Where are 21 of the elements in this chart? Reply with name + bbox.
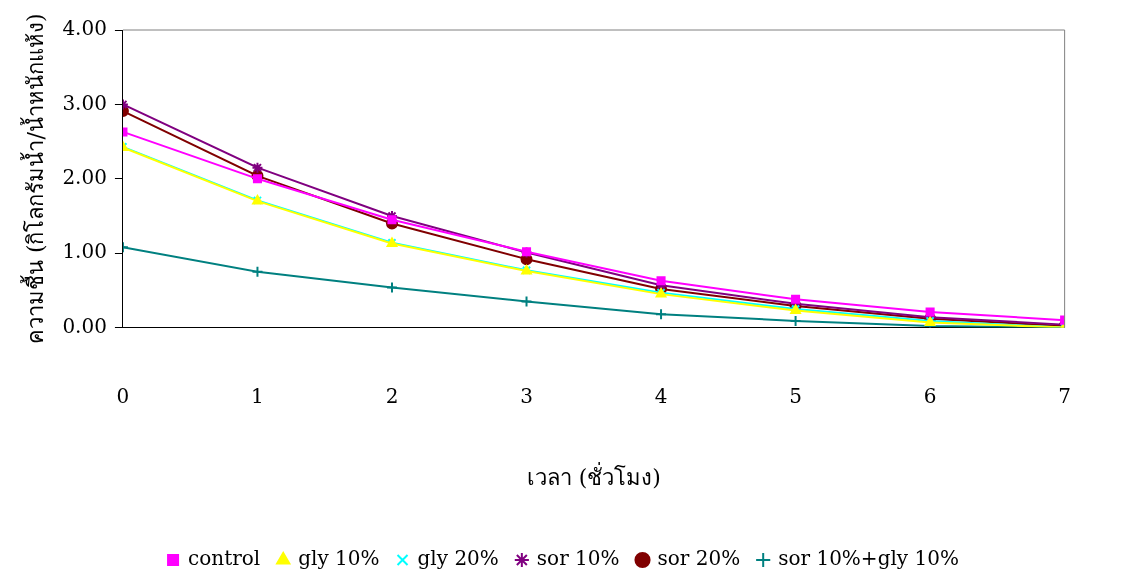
- x-tick-label: 3: [520, 383, 533, 408]
- legend-label: control: [188, 546, 261, 571]
- x-tick-label: 1: [251, 383, 264, 408]
- x-tick-label: 5: [789, 383, 802, 408]
- y-tick-label: 1.00: [62, 239, 107, 264]
- x-tick-label: 4: [654, 383, 668, 408]
- legend-label: sor 10%: [536, 546, 620, 571]
- legend-label: sor 10%+gly 10%: [778, 546, 959, 571]
- y-tick-label: 2.00: [62, 165, 107, 189]
- y-axis-title: ความชื้น (กิโลกรัมน้ำ/น้ำหนักแห้ง): [19, 13, 48, 345]
- y-tick-label: 0.00: [62, 313, 107, 338]
- x-tick-label: 6: [923, 383, 937, 408]
- legend-label: gly 20%: [417, 546, 499, 571]
- y-tick-label: 3.00: [62, 90, 107, 115]
- x-axis-title: เวลา (ชั่วโมง): [526, 461, 661, 490]
- legend-label: gly 10%: [298, 546, 380, 571]
- y-tick-label: 4.00: [62, 16, 107, 41]
- x-tick-label: 2: [385, 383, 399, 408]
- legend-label: sor 20%: [657, 546, 741, 571]
- x-tick-label: 7: [1058, 383, 1071, 408]
- x-tick-label: 0: [116, 383, 130, 408]
